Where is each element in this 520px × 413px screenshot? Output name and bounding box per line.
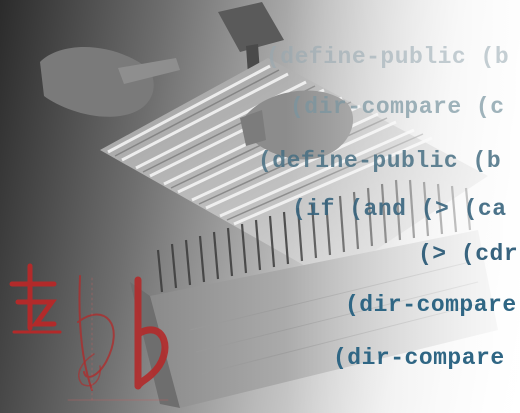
flat-b-logo-icon	[9, 263, 169, 403]
code-line: (if (and (> (ca	[292, 196, 507, 222]
code-line: (dir-compare	[345, 292, 517, 318]
code-line: (dir-compare	[333, 345, 505, 371]
code-line: (dir-compare (c	[290, 94, 505, 120]
code-line: (define-public (b	[266, 44, 510, 70]
code-line: (define-public (b	[258, 148, 502, 174]
code-line: (> (cdr	[418, 241, 519, 267]
